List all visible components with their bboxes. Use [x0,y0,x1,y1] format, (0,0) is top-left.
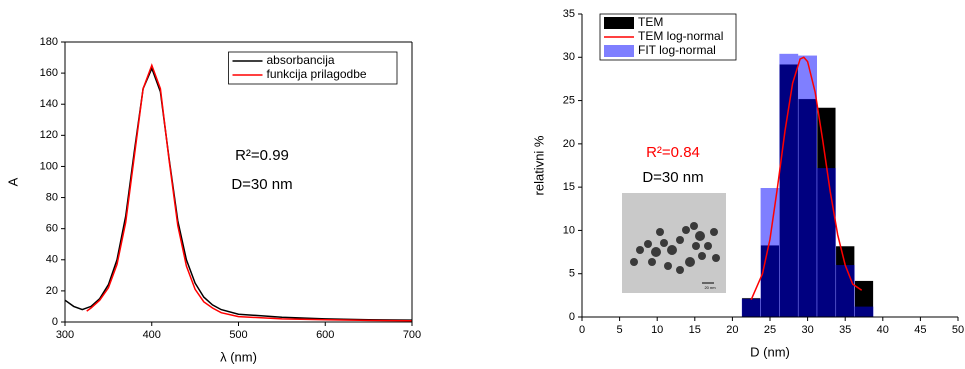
line-series [86,63,413,322]
bar [741,298,761,317]
x-tick-label: 50 [952,324,964,336]
x-tick-label: 15 [689,324,701,336]
inset-scale-label: 20 nm [704,285,716,290]
x-tick-label: 0 [579,324,585,336]
legend-swatch [604,45,634,57]
x-tick-label: 500 [229,329,247,341]
legend-label: absorbancija [267,53,335,67]
y-axis-label: A [5,177,20,186]
particles [630,222,720,274]
x-tick-label: 30 [801,324,813,336]
x-tick-label: 35 [839,324,851,336]
x-axis-label: λ (nm) [220,349,257,364]
legend-box [228,51,398,85]
x-tick-label: 400 [143,329,161,341]
legend-label: TEM [638,15,663,29]
y-tick-label: 10 [563,224,575,236]
annotation: R²=0.99 [235,147,289,164]
bar [835,265,855,317]
y-tick-label: 100 [40,160,58,172]
y-tick-label: 25 [563,94,575,106]
x-tick-label: 20 [726,324,738,336]
x-axis-label: D (nm) [750,344,790,359]
y-tick-label: 30 [563,51,575,63]
annotation: R²=0.84 [646,144,700,161]
y-tick-label: 180 [40,36,58,48]
legend-label: funkcija prilagodbe [267,67,367,81]
line-series [750,56,863,300]
x-tick-label: 25 [764,324,776,336]
tem-inset [622,193,726,293]
legend-swatch [604,17,634,29]
bar [798,55,817,317]
x-tick-label: 300 [56,329,74,341]
y-tick-label: 140 [40,98,58,110]
y-tick-label: 160 [40,67,58,79]
y-tick-label: 20 [46,285,58,297]
line-series [64,66,413,321]
y-tick-label: 15 [563,181,575,193]
x-tick-label: 45 [914,324,926,336]
y-tick-label: 60 [46,223,58,235]
bar [854,306,874,317]
y-axis-label: relativni % [531,135,546,195]
y-tick-label: 35 [563,8,575,20]
y-tick-label: 20 [563,138,575,150]
annotation: D=30 nm [231,176,292,193]
y-tick-label: 5 [569,268,575,280]
x-tick-label: 600 [316,329,334,341]
x-tick-label: 40 [877,324,889,336]
x-tick-label: 5 [617,324,623,336]
y-tick-label: 120 [40,129,58,141]
x-tick-label: 700 [403,329,421,341]
y-tick-label: 0 [52,316,58,328]
annotation: D=30 nm [642,169,703,186]
x-tick-label: 10 [651,324,663,336]
y-tick-label: 80 [46,191,58,203]
y-tick-label: 40 [46,254,58,266]
bar [760,188,780,317]
legend-label: TEM log-normal [638,29,723,43]
y-tick-label: 0 [569,311,575,323]
bar [779,53,799,318]
bar [817,168,836,317]
legend-label: FIT log-normal [638,43,716,57]
